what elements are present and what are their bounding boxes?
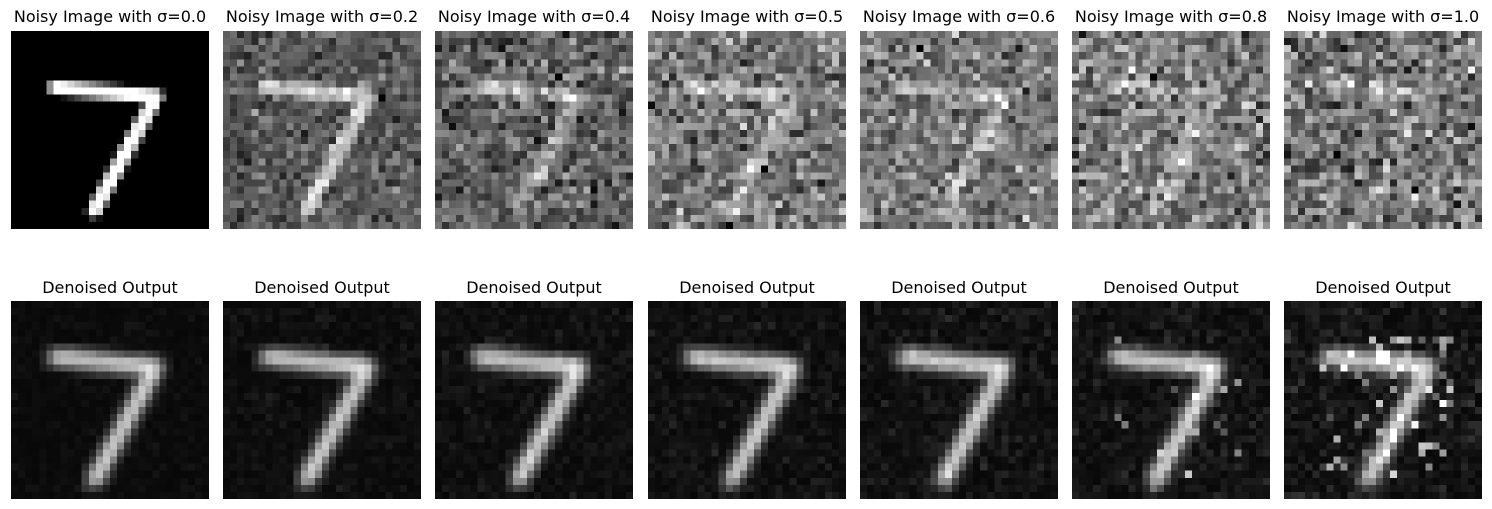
- denoised-pixel-grid: [435, 301, 633, 499]
- noisy-panel-title: Noisy Image with σ=0.4: [437, 7, 631, 26]
- noisy-digit-image: [648, 31, 846, 229]
- denoised-panel-title: Denoised Output: [1103, 278, 1239, 297]
- denoised-pixel-grid: [1284, 301, 1482, 499]
- noisy-digit-image: [223, 31, 421, 229]
- noisy-panel-title: Noisy Image with σ=0.0: [13, 7, 207, 26]
- denoised-digit-image: [1072, 301, 1270, 499]
- denoised-pixel-grid: [11, 301, 209, 499]
- denoised-pixel-grid: [648, 301, 846, 499]
- denoised-digit-image: [1284, 301, 1482, 499]
- noisy-digit-image: [11, 31, 209, 229]
- noisy-panel-title: Noisy Image with σ=0.2: [225, 7, 419, 26]
- denoised-panel-title: Denoised Output: [466, 278, 602, 297]
- denoised-pixel-grid: [223, 301, 421, 499]
- noisy-pixel-grid: [435, 31, 633, 229]
- denoised-panel-title: Denoised Output: [1315, 278, 1451, 297]
- denoised-pixel-grid: [860, 301, 1058, 499]
- noisy-panel-title: Noisy Image with σ=0.6: [862, 7, 1056, 26]
- denoised-panel-title: Denoised Output: [891, 278, 1027, 297]
- noisy-digit-image: [435, 31, 633, 229]
- noisy-pixel-grid: [1284, 31, 1482, 229]
- noisy-pixel-grid: [223, 31, 421, 229]
- noisy-pixel-grid: [860, 31, 1058, 229]
- noisy-pixel-grid: [648, 31, 846, 229]
- denoised-digit-image: [223, 301, 421, 499]
- denoised-panel-title: Denoised Output: [679, 278, 815, 297]
- denoised-digit-image: [11, 301, 209, 499]
- denoised-panel-title: Denoised Output: [254, 278, 390, 297]
- noisy-panel-title: Noisy Image with σ=0.8: [1074, 7, 1268, 26]
- noisy-digit-image: [860, 31, 1058, 229]
- denoised-panel-title: Denoised Output: [42, 278, 178, 297]
- noisy-pixel-grid: [1072, 31, 1270, 229]
- denoised-digit-image: [435, 301, 633, 499]
- noisy-panel-title: Noisy Image with σ=0.5: [650, 7, 844, 26]
- denoised-digit-image: [860, 301, 1058, 499]
- noisy-panel-title: Noisy Image with σ=1.0: [1286, 7, 1480, 26]
- noisy-pixel-grid: [11, 31, 209, 229]
- denoised-digit-image: [648, 301, 846, 499]
- noisy-digit-image: [1284, 31, 1482, 229]
- denoised-pixel-grid: [1072, 301, 1270, 499]
- noisy-digit-image: [1072, 31, 1270, 229]
